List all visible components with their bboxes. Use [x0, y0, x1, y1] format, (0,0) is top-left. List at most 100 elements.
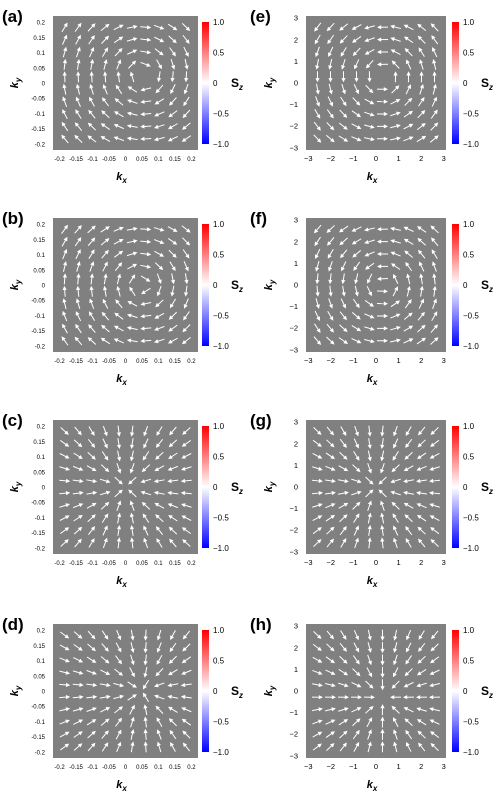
spin-arrow-head	[330, 743, 335, 748]
spin-arrow-head	[330, 731, 335, 736]
spin-arrow	[340, 96, 346, 104]
spin-arrow	[157, 642, 162, 651]
spin-arrow-head	[104, 647, 109, 652]
spin-arrow-head	[77, 743, 83, 748]
spin-arrow	[390, 339, 399, 343]
spin-arrow-head	[369, 684, 374, 689]
spin-arrow-head	[433, 298, 437, 304]
y-tick-label: 0.1	[37, 455, 46, 461]
spin-arrow-head	[167, 339, 173, 344]
spin-arrow-head	[77, 538, 82, 544]
spin-arrow-head	[171, 65, 176, 70]
x-tick-label: 3	[442, 558, 446, 567]
spin-arrow	[394, 527, 399, 536]
spin-arrow	[59, 439, 68, 446]
spin-arrow-head	[182, 539, 187, 544]
spin-arrow	[129, 327, 138, 331]
spin-arrow-head	[383, 338, 388, 343]
spin-arrow-head	[342, 443, 347, 448]
spin-arrow	[140, 252, 149, 255]
spin-arrow-head	[355, 729, 360, 735]
spin-arrow-head	[91, 742, 96, 748]
spin-arrow-head	[356, 315, 361, 320]
y-tick-label: −2	[289, 122, 298, 131]
spin-arrow-head	[172, 228, 178, 232]
spin-arrow-head	[140, 87, 145, 92]
spin-arrow	[101, 643, 108, 650]
x-tick-label: -0.05	[102, 157, 116, 163]
spin-arrow	[183, 669, 192, 674]
x-tick-label: -0.1	[87, 765, 98, 771]
spin-arrow	[315, 224, 322, 232]
spin-arrow-head	[184, 292, 189, 297]
spin-arrow	[364, 137, 373, 140]
spin-arrow	[76, 99, 81, 107]
spin-arrow-head	[186, 228, 191, 233]
spin-arrow	[104, 74, 107, 83]
spin-arrow	[393, 503, 400, 510]
spin-arrow-head	[380, 512, 385, 518]
spin-arrow-head	[396, 136, 401, 141]
x-tick-label: -0.15	[69, 561, 83, 567]
spin-arrow	[170, 479, 179, 482]
spin-arrow	[89, 124, 97, 131]
spin-arrow	[431, 683, 440, 686]
spin-arrow-head	[105, 23, 110, 28]
spin-arrow-head	[393, 71, 398, 76]
spin-arrow	[326, 643, 333, 650]
y-tick-label: -0.1	[35, 112, 46, 118]
spin-arrow	[74, 540, 81, 548]
y-tick-label: −3	[289, 547, 298, 556]
spin-arrow-head	[380, 537, 385, 542]
spin-arrow-head	[126, 338, 132, 343]
spin-arrow-head	[326, 228, 331, 233]
spin-arrow	[156, 479, 165, 482]
spin-arrow	[338, 135, 346, 141]
spin-arrow	[315, 34, 321, 43]
spin-arrow-head	[416, 671, 422, 676]
spin-arrow	[432, 25, 439, 32]
spin-arrow	[325, 720, 333, 725]
spin-arrow-head	[377, 276, 382, 281]
colorbar-tick-label: 0	[463, 483, 468, 492]
spin-arrow-head	[62, 58, 67, 64]
spin-arrow-head	[91, 23, 96, 28]
spin-arrow-head	[184, 65, 189, 70]
spin-arrow	[117, 425, 120, 434]
spin-arrow-head	[330, 503, 336, 508]
spin-arrow-head	[102, 298, 107, 304]
spin-arrow-head	[393, 672, 397, 678]
spin-arrow	[419, 426, 426, 434]
x-tick-label: 0.1	[154, 157, 163, 163]
spin-arrow-head	[391, 263, 396, 268]
spin-arrow	[171, 84, 176, 92]
spin-arrow	[325, 708, 334, 712]
spin-arrow-head	[129, 500, 134, 506]
spin-arrow	[419, 37, 426, 44]
spin-arrow-head	[159, 240, 165, 244]
colorbar-tick-label: 0.5	[463, 453, 475, 462]
y-tick-label: -0.15	[31, 531, 45, 537]
spin-arrow-head	[143, 648, 148, 654]
spin-arrow-head	[330, 514, 335, 519]
y-tick-label: 0.2	[37, 21, 46, 27]
spin-arrow-head	[155, 88, 160, 94]
spin-arrow-head	[329, 316, 334, 321]
spin-arrow	[87, 451, 94, 459]
spin-arrow	[351, 312, 359, 318]
spin-arrow	[364, 326, 373, 330]
spin-arrow-head	[106, 694, 111, 700]
spin-arrow	[140, 240, 149, 243]
spin-arrow	[101, 732, 108, 739]
spin-arrow	[403, 137, 412, 142]
spin-arrow	[90, 99, 95, 107]
spin-arrow	[63, 111, 68, 120]
colorbar-tick-label: −0.5	[213, 718, 229, 727]
spin-arrow	[62, 37, 67, 45]
spin-arrow-head	[342, 538, 347, 543]
spin-arrow	[170, 135, 178, 141]
spin-arrow-head	[418, 47, 423, 52]
spin-arrow-head	[418, 635, 423, 640]
spin-arrow	[62, 136, 69, 144]
colorbar-tick-label: −0.5	[213, 110, 229, 119]
